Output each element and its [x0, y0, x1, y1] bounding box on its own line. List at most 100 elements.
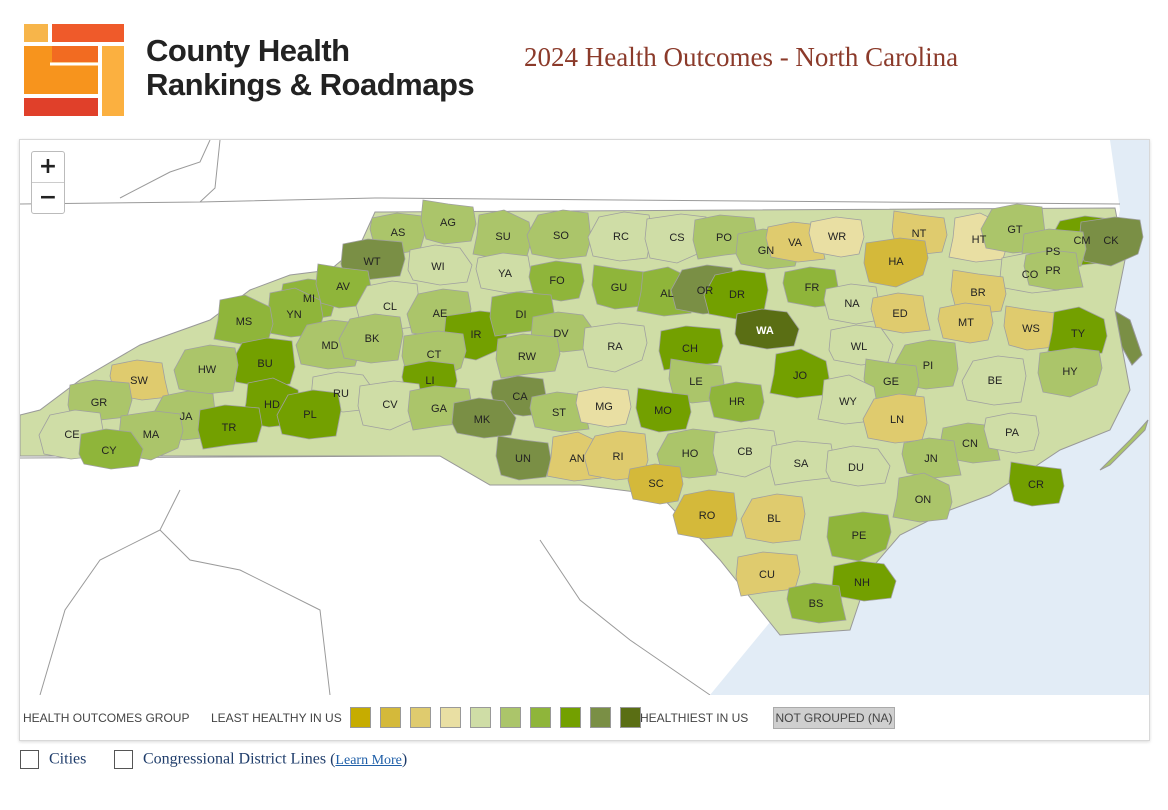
zoom-in-button[interactable]: +: [38, 154, 58, 179]
county-cr[interactable]: [1008, 461, 1065, 507]
county-hy[interactable]: [1037, 347, 1103, 398]
county-label-ge: GE: [883, 376, 899, 388]
county-label-mo: MO: [654, 405, 672, 417]
county-ed[interactable]: [870, 292, 931, 334]
county-hr[interactable]: [708, 381, 765, 423]
county-label-ir: IR: [471, 329, 482, 341]
county-label-be: BE: [988, 375, 1003, 387]
districts-option[interactable]: Congressional District Lines (Learn More…: [114, 750, 407, 769]
county-label-su: SU: [495, 231, 510, 243]
county-ha[interactable]: [863, 237, 929, 288]
county-label-cu: CU: [759, 569, 775, 581]
zoom-out-button[interactable]: −: [32, 182, 64, 213]
county-label-gn: GN: [758, 245, 775, 257]
county-label-co: CO: [1022, 269, 1039, 281]
site-logo-text[interactable]: County Health Rankings & Roadmaps: [146, 34, 475, 102]
districts-checkbox[interactable]: [114, 750, 133, 769]
county-wr[interactable]: [808, 216, 865, 258]
county-ty[interactable]: [1047, 306, 1108, 357]
cities-checkbox[interactable]: [20, 750, 39, 769]
county-pa[interactable]: [983, 412, 1040, 454]
state-border-line: [119, 140, 211, 199]
county-label-cm: CM: [1073, 235, 1090, 247]
county-ho[interactable]: [656, 428, 722, 479]
legend-healthiest-label: HEALTHIEST IN US: [640, 711, 749, 725]
county-rw[interactable]: [495, 333, 561, 379]
county-du[interactable]: [825, 445, 891, 487]
county-label-pe: PE: [852, 530, 867, 542]
county-st[interactable]: [529, 391, 590, 433]
county-rc[interactable]: [587, 211, 653, 262]
county-label-mg: MG: [595, 401, 613, 413]
learn-more-link[interactable]: Learn More: [335, 752, 402, 768]
legend-swatch-7: [530, 707, 551, 728]
county-be[interactable]: [961, 355, 1027, 406]
county-label-ht: HT: [972, 234, 987, 246]
county-mg[interactable]: [575, 386, 632, 428]
county-label-ra: RA: [607, 341, 623, 353]
county-bk[interactable]: [338, 313, 404, 364]
county-label-ct: CT: [427, 349, 442, 361]
legend-swatch-2: [380, 707, 401, 728]
county-ag[interactable]: [420, 199, 477, 245]
chrr-logo-icon[interactable]: [24, 24, 124, 116]
county-un[interactable]: [495, 435, 552, 481]
county-label-ya: YA: [498, 268, 513, 280]
county-sa[interactable]: [769, 440, 835, 486]
county-tr[interactable]: [197, 404, 263, 450]
county-ch[interactable]: [658, 325, 724, 371]
legend-not-grouped: NOT GROUPED (NA): [773, 707, 895, 729]
county-label-rw: RW: [518, 351, 537, 363]
county-mk[interactable]: [451, 397, 517, 439]
county-ra[interactable]: [582, 322, 648, 373]
county-jn[interactable]: [901, 437, 962, 479]
county-label-wa: WA: [756, 325, 774, 337]
county-label-wt: WT: [363, 256, 380, 268]
county-label-ty: TY: [1071, 328, 1086, 340]
county-label-di: DI: [516, 309, 527, 321]
county-sc[interactable]: [627, 463, 684, 505]
county-mo[interactable]: [635, 387, 692, 433]
county-label-wy: WY: [839, 396, 857, 408]
county-fo[interactable]: [528, 260, 585, 302]
county-wi[interactable]: [407, 244, 473, 286]
county-ro[interactable]: [672, 489, 738, 540]
county-on[interactable]: [892, 472, 953, 523]
districts-label: Congressional District Lines: [143, 750, 327, 768]
county-label-wi: WI: [431, 261, 444, 273]
county-label-an: AN: [569, 453, 584, 465]
page-title: 2024 Health Outcomes - North Carolina: [524, 42, 959, 72]
county-bs[interactable]: [786, 582, 847, 624]
county-label-as: AS: [391, 227, 406, 239]
county-label-on: ON: [915, 494, 932, 506]
county-label-gt: GT: [1007, 224, 1023, 236]
county-pr[interactable]: [1023, 249, 1084, 291]
county-label-yn: YN: [286, 309, 301, 321]
county-label-al: AL: [660, 288, 673, 300]
county-label-hw: HW: [198, 364, 217, 376]
zoom-control: + −: [31, 151, 65, 214]
county-hw[interactable]: [173, 344, 239, 395]
county-label-li: LI: [425, 375, 434, 387]
county-wl[interactable]: [828, 324, 894, 366]
county-label-ws: WS: [1022, 323, 1040, 335]
county-label-bs: BS: [809, 598, 824, 610]
county-mt[interactable]: [937, 302, 994, 344]
county-label-ag: AG: [440, 217, 456, 229]
county-bl[interactable]: [740, 493, 806, 544]
county-pe[interactable]: [826, 511, 892, 562]
county-wa[interactable]: [734, 308, 800, 350]
county-label-ps: PS: [1046, 246, 1061, 258]
county-label-un: UN: [515, 453, 531, 465]
county-label-cl: CL: [383, 301, 397, 313]
map-container[interactable]: AS AG SU SO RC CS PO GN VA WR NT HT GT CM CK WT WI YA FO GU…: [19, 139, 1150, 741]
county-cy[interactable]: [78, 428, 144, 470]
cities-option[interactable]: Cities: [20, 750, 86, 769]
county-pl[interactable]: [276, 389, 342, 440]
county-so[interactable]: [526, 209, 592, 260]
county-label-ms: MS: [236, 316, 253, 328]
county-label-bk: BK: [365, 333, 380, 345]
county-label-cr: CR: [1028, 479, 1044, 491]
state-border-line: [539, 539, 711, 696]
county-map[interactable]: AS AG SU SO RC CS PO GN VA WR NT HT GT CM CK WT WI YA FO GU…: [20, 140, 1149, 740]
